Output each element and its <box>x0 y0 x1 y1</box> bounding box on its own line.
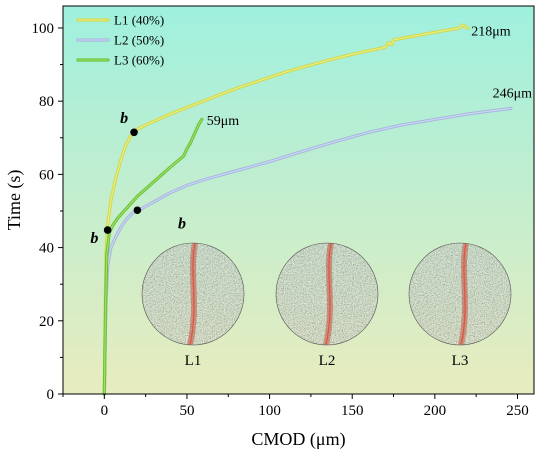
x-tick-label: 250 <box>506 403 529 419</box>
x-tick-label: 200 <box>424 403 447 419</box>
y-tick-label: 20 <box>39 314 54 330</box>
crack-line <box>325 243 332 345</box>
crack-line <box>460 243 467 345</box>
y-tick-label: 60 <box>39 167 54 183</box>
inset-texture <box>409 243 511 345</box>
legend: L1 (40%) L2 (50%) L3 (60%) <box>76 13 164 68</box>
end-label: 246μm <box>493 87 533 102</box>
inset-label: L1 <box>185 353 202 369</box>
y-tick-label: 80 <box>39 94 54 110</box>
legend-label: L3 (60%) <box>114 53 164 68</box>
y-axis-title: Time (s) <box>4 170 25 231</box>
axes: 0 50 100 150 200 250 0 20 40 60 80 100 <box>32 21 529 419</box>
end-annotations: 218μm 246μm 59μm <box>207 24 532 129</box>
crack-line <box>189 243 196 345</box>
y-tick-label: 0 <box>47 387 55 403</box>
inset-border <box>275 242 379 346</box>
b-point-marker <box>103 226 112 234</box>
x-tick-label: 0 <box>101 403 109 419</box>
legend-label: L1 (40%) <box>114 13 164 28</box>
y-tick-label: 40 <box>39 241 54 257</box>
b-point-marker <box>133 206 142 215</box>
series-lines <box>102 23 513 396</box>
plot-frame <box>62 5 535 395</box>
b-point-label: b <box>90 230 98 247</box>
inset-border <box>141 242 245 346</box>
b-point-marker <box>130 128 138 137</box>
x-tick-label: 100 <box>258 403 281 419</box>
legend-label: L2 (50%) <box>114 33 164 48</box>
x-tick-label: 150 <box>341 403 364 419</box>
b-points: b b b <box>90 110 186 247</box>
inset-texture <box>276 243 378 345</box>
b-point-label: b <box>120 110 128 127</box>
x-axis-title: CMOD (μm) <box>251 429 345 450</box>
inset-border <box>408 242 512 346</box>
b-point-label: b <box>178 216 186 233</box>
end-label: 59μm <box>207 114 240 129</box>
x-tick-label: 50 <box>179 403 194 419</box>
inset-micrograph-l2: L2 <box>275 242 379 369</box>
inset-label: L3 <box>452 353 469 369</box>
series-line-1-highlight <box>103 24 469 395</box>
end-label: 218μm <box>471 24 511 39</box>
inset-label: L2 <box>319 353 336 369</box>
series-line-3-highlight <box>103 118 203 395</box>
series-line-2-highlight <box>103 107 512 395</box>
inset-micrograph-l1: L1 <box>141 242 245 369</box>
inset-micrograph-l3: L3 <box>408 242 512 369</box>
inset-images: L1 L2 L3 <box>141 242 512 369</box>
y-tick-label: 100 <box>32 21 55 37</box>
